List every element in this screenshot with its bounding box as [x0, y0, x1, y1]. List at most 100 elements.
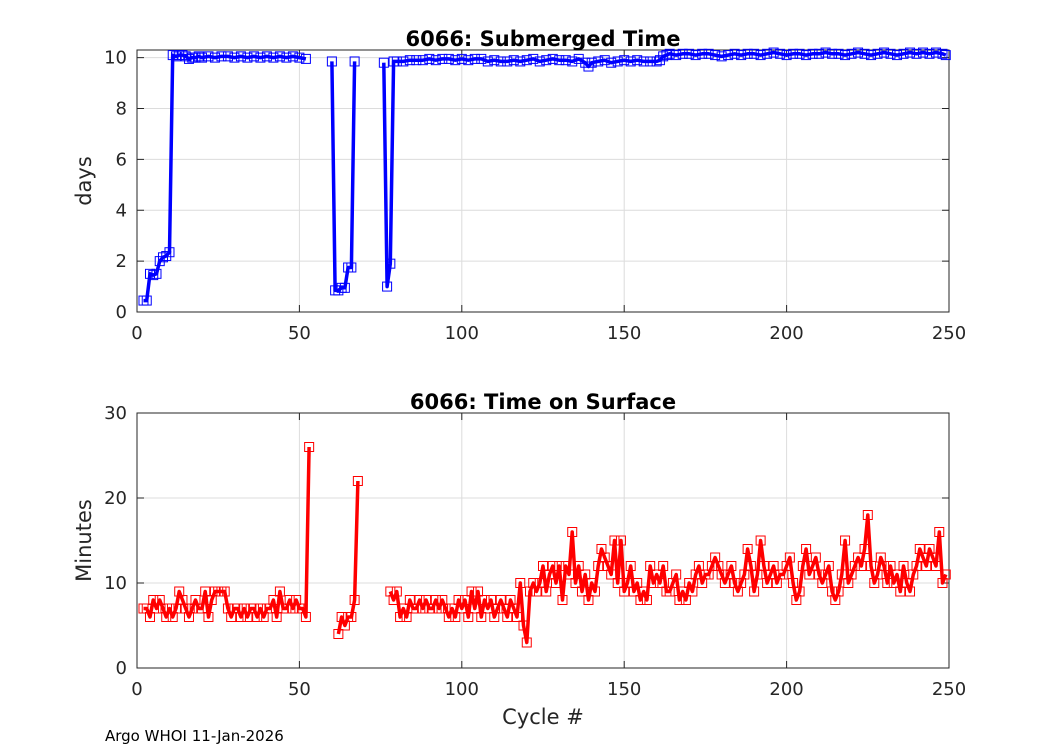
chart2-data-point — [905, 586, 916, 597]
chart1-data-point — [814, 48, 825, 59]
chart1-xtick-label: 200 — [769, 323, 803, 344]
chart1-data-point — [885, 48, 896, 59]
chart1-data-point — [398, 56, 409, 67]
chart2-data-point — [859, 544, 870, 554]
chart1-data-point — [638, 56, 649, 67]
chart2-title: 6066: Time on Surface — [410, 390, 676, 414]
chart1-data-point — [703, 48, 714, 59]
chart1-data-point — [508, 55, 519, 66]
chart1-data-point — [612, 56, 623, 67]
chart2-data-point — [742, 544, 753, 554]
chart1-data-point — [391, 56, 402, 67]
chart2-xtick-label: 250 — [932, 679, 966, 700]
chart1-data-point — [216, 51, 227, 62]
chart2-data-point — [836, 569, 847, 580]
chart1-ytick-label: 0 — [116, 302, 127, 323]
chart2-data-point — [300, 612, 311, 622]
chart1-ytick-label: 10 — [104, 48, 127, 69]
chart2-data-point — [268, 595, 279, 605]
chart1-data-point — [190, 52, 201, 63]
chart1-data-point — [625, 56, 636, 67]
chart2-data-point — [203, 612, 214, 622]
chart1-data-point — [710, 50, 721, 61]
chart2-data-point — [866, 561, 877, 571]
chart1-data-point — [716, 51, 727, 62]
chart2-data-point — [352, 476, 363, 486]
chart1-ytick-label: 6 — [116, 149, 127, 170]
chart2-data-point — [349, 595, 360, 605]
chart2-data-point — [892, 569, 903, 580]
chart2-data-point — [755, 535, 766, 546]
chart1-ytick-label: 4 — [116, 200, 127, 221]
chart1-data-point — [560, 55, 571, 66]
chart1-data-point — [794, 48, 805, 59]
chart2-data-point — [921, 561, 932, 571]
chart2-data-point — [333, 629, 344, 639]
chart1-data-point — [742, 48, 753, 59]
chart2-data-point — [752, 569, 763, 580]
chart1-data-point — [671, 50, 682, 61]
chart2-data-point — [606, 569, 617, 580]
chart2-data-point — [879, 561, 890, 571]
chart2-data-point — [784, 552, 795, 563]
chart2-data-point — [641, 595, 652, 605]
chart1-data-point — [196, 52, 207, 63]
chart1-data-point — [177, 50, 188, 61]
chart1-data-point — [203, 51, 214, 62]
chart2-data-point — [658, 561, 669, 571]
chart2-data-point — [170, 603, 181, 614]
chart1-xtick-label: 100 — [445, 323, 479, 344]
chart1-data-point — [768, 47, 779, 58]
chart2-xlabel: Cycle # — [502, 705, 584, 729]
chart1-data-point — [164, 247, 175, 258]
chart2-data-point — [460, 595, 471, 605]
chart1-data-point — [534, 56, 545, 67]
chart1-data-point — [547, 53, 558, 64]
chart1-data-point — [476, 53, 487, 64]
chart2-data-point — [274, 586, 285, 597]
chart1-data-point — [333, 285, 344, 296]
chart2-data-point — [512, 612, 523, 622]
chart2-data-point — [547, 561, 558, 571]
chart1-data-point — [193, 51, 204, 62]
chart2-ytick-label: 30 — [104, 403, 127, 424]
chart1-data-point — [326, 56, 337, 67]
chart1-data-point — [898, 48, 909, 59]
chart1-data-point — [827, 48, 838, 59]
chart2-data-point — [940, 569, 951, 580]
chart1-ytick-label: 2 — [116, 251, 127, 272]
chart2-data-point — [931, 561, 942, 571]
chart2-plot-area — [137, 413, 949, 668]
chart1-plot-area — [137, 50, 949, 312]
chart1-data-point — [443, 53, 454, 64]
chart2-data-point — [625, 561, 636, 571]
chart2-data-point — [749, 586, 760, 597]
chart1-data-point — [583, 61, 594, 72]
chart1-data-point — [502, 56, 513, 67]
chart2-data-point — [567, 527, 578, 537]
chart2-data-point — [788, 578, 799, 588]
chart1-data-point — [489, 55, 500, 66]
chart1-data-point — [723, 50, 734, 61]
chart2-data-point — [645, 561, 656, 571]
chart2-data-point — [576, 586, 587, 597]
chart2-data-point — [810, 552, 821, 563]
chart2-data-point — [797, 561, 808, 571]
chart1-data-point — [378, 57, 389, 68]
chart2-xtick-label: 150 — [607, 679, 641, 700]
chart2-ytick-label: 10 — [104, 573, 127, 594]
chart2-data-point — [391, 586, 402, 597]
chart1-data-point — [736, 50, 747, 61]
chart1-data-point — [495, 56, 506, 67]
chart1-data-point — [593, 56, 604, 67]
chart2-data-point — [518, 620, 529, 631]
chart1-data-point — [261, 51, 272, 62]
chart1-data-point — [222, 51, 233, 62]
chart1-data-point — [729, 48, 740, 59]
chart2-data-point — [768, 561, 779, 571]
chart1-data-point — [229, 52, 240, 63]
chart2-xtick-label: 0 — [131, 679, 142, 700]
chart1-xtick-label: 150 — [607, 323, 641, 344]
chart1-data-point — [645, 56, 656, 67]
chart1-data-point — [859, 48, 870, 59]
